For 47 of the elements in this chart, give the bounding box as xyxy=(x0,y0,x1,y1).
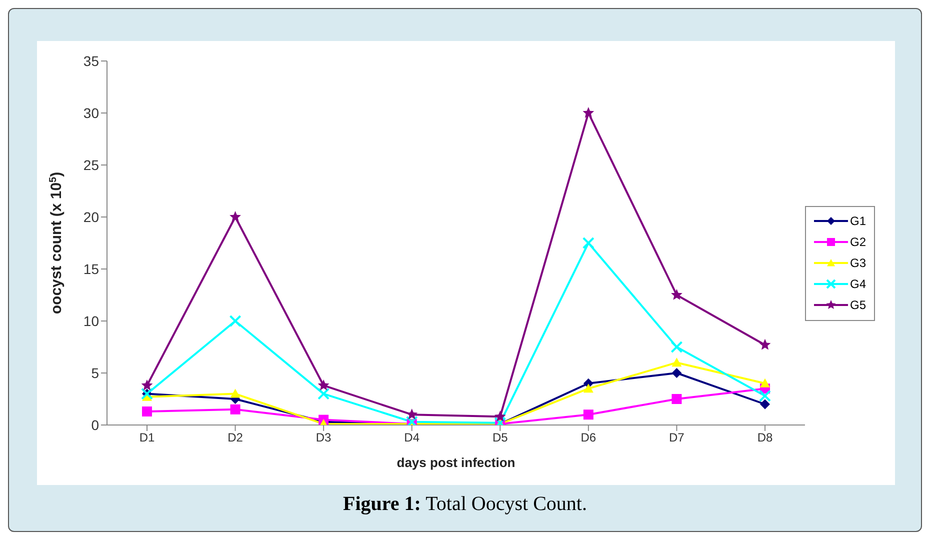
x-tick-label: D6 xyxy=(580,430,596,445)
y-tick-label: 0 xyxy=(91,416,100,433)
y-tick-label: 25 xyxy=(83,156,100,173)
x-axis-title: days post infection xyxy=(396,455,516,470)
point xyxy=(318,379,330,390)
point xyxy=(230,388,240,398)
x-tick-label: D8 xyxy=(757,430,773,445)
x-tick-label: D7 xyxy=(669,430,685,445)
y-tick-label: 35 xyxy=(83,52,100,69)
point xyxy=(583,410,594,420)
x-tick-label: D4 xyxy=(404,430,420,445)
text: Figure 1: Total Oocyst Count. xyxy=(342,493,588,516)
y-tick-label: 20 xyxy=(83,208,100,225)
x-tick-label: D3 xyxy=(316,430,332,445)
point xyxy=(760,399,770,410)
legend-label: G5 xyxy=(850,298,866,312)
point xyxy=(141,379,153,390)
legend-label: G3 xyxy=(850,256,866,270)
point xyxy=(758,390,771,402)
point xyxy=(759,338,771,350)
x-tick-label: D1 xyxy=(139,430,155,445)
point xyxy=(582,237,594,249)
point xyxy=(583,384,594,393)
point xyxy=(318,388,330,400)
point xyxy=(142,406,152,416)
point xyxy=(670,289,682,300)
y-tick-label: 5 xyxy=(91,364,100,381)
point xyxy=(672,368,682,378)
y-tick-label: 10 xyxy=(83,312,100,329)
y-tick-label: 30 xyxy=(83,104,100,121)
point xyxy=(582,107,594,118)
point xyxy=(406,408,418,420)
y-tick-label: 15 xyxy=(83,260,100,277)
point xyxy=(494,410,506,422)
point xyxy=(229,315,242,327)
point xyxy=(760,378,770,388)
x-tick-label: D2 xyxy=(228,430,244,445)
legend-label: G1 xyxy=(850,214,866,228)
point xyxy=(406,416,418,425)
x-tick-label: D5 xyxy=(492,430,508,445)
legend-label: G4 xyxy=(850,277,866,291)
point xyxy=(230,404,240,414)
point xyxy=(670,341,683,353)
point xyxy=(672,394,682,404)
point xyxy=(230,211,241,222)
legend-label: G2 xyxy=(850,235,866,249)
point xyxy=(672,358,682,367)
